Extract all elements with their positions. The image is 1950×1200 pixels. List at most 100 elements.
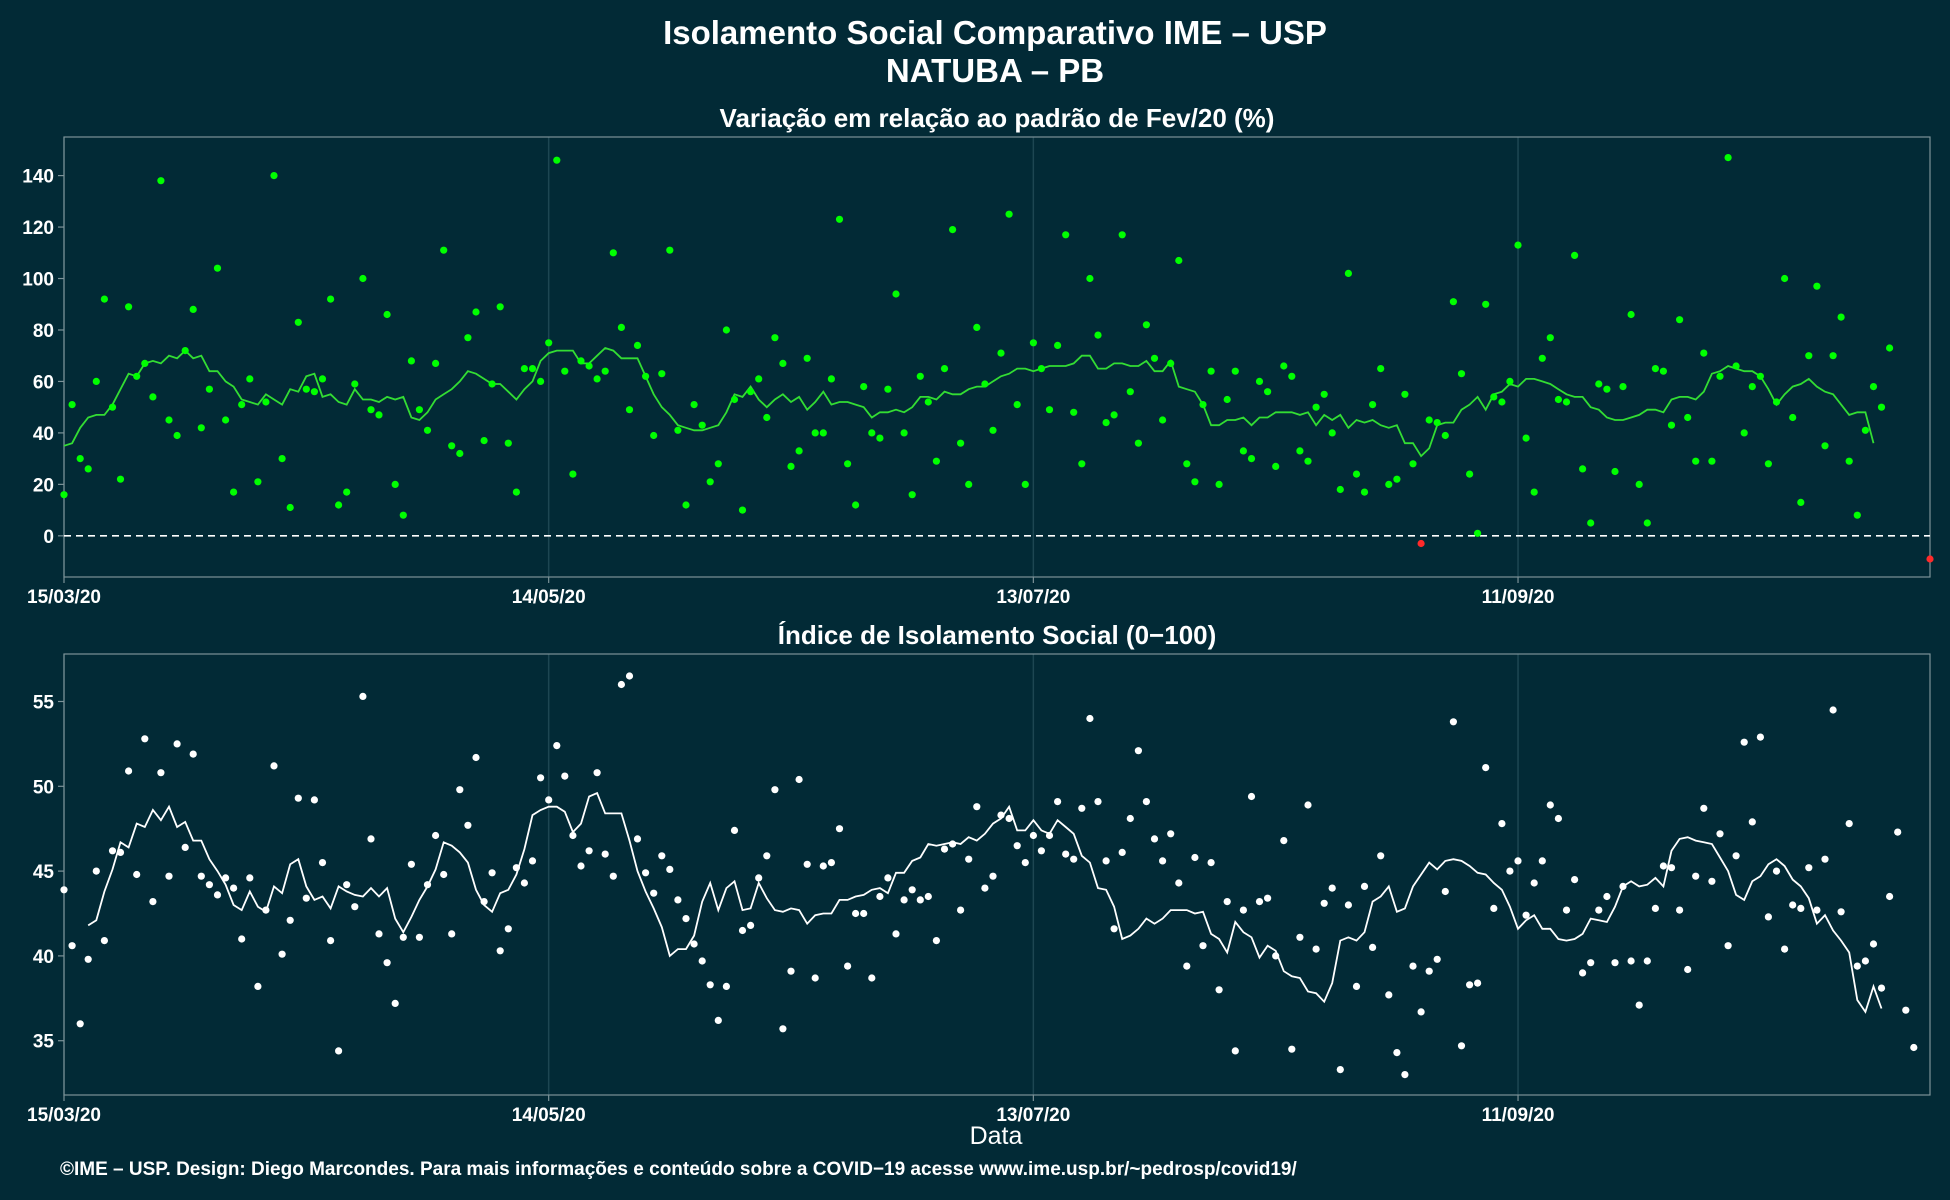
data-point xyxy=(1062,850,1070,858)
data-point xyxy=(1676,316,1684,324)
data-point xyxy=(835,215,844,223)
data-point xyxy=(981,884,989,892)
data-point xyxy=(577,862,585,870)
data-point xyxy=(1304,457,1312,465)
data-point xyxy=(545,796,553,804)
data-point xyxy=(367,835,375,843)
data-point xyxy=(173,740,181,748)
data-point xyxy=(1207,367,1215,375)
data-point xyxy=(940,845,949,853)
data-point xyxy=(1304,801,1312,809)
data-point xyxy=(1223,898,1231,906)
data-point xyxy=(722,326,731,334)
data-point xyxy=(1118,231,1126,239)
data-point xyxy=(1344,269,1352,277)
data-point xyxy=(1021,859,1029,867)
data-point xyxy=(1441,887,1449,896)
x-axis-label: Data xyxy=(970,1122,1023,1150)
data-point xyxy=(1433,419,1441,427)
data-point xyxy=(472,753,480,762)
data-point xyxy=(1732,362,1740,370)
data-point xyxy=(1094,798,1102,806)
data-point xyxy=(1845,820,1853,828)
data-point xyxy=(423,426,432,434)
data-point xyxy=(1861,957,1869,965)
data-point xyxy=(512,864,521,872)
data-point xyxy=(1255,377,1264,385)
data-point xyxy=(884,874,892,882)
moving-average-line xyxy=(87,791,1883,1014)
data-point xyxy=(1708,457,1716,465)
data-point xyxy=(359,692,367,701)
data-point xyxy=(1401,390,1409,398)
data-point xyxy=(1021,480,1029,488)
data-point xyxy=(633,341,642,349)
data-point xyxy=(230,884,238,892)
data-point xyxy=(642,869,650,877)
data-point xyxy=(787,967,795,975)
data-point xyxy=(520,365,529,373)
data-point xyxy=(738,926,747,935)
data-point xyxy=(1457,370,1466,378)
data-point xyxy=(1498,820,1506,828)
data-point xyxy=(666,246,674,254)
data-point xyxy=(456,449,464,458)
data-point xyxy=(1466,470,1474,478)
data-point xyxy=(537,377,545,385)
data-point xyxy=(868,974,876,982)
data-point xyxy=(1797,904,1805,913)
moving-average-line xyxy=(63,346,1875,458)
data-point xyxy=(1902,1006,1910,1014)
variation-panel: Variação em relação ao padrão de Fev/20 … xyxy=(22,103,1934,608)
data-point xyxy=(1853,962,1861,970)
data-point xyxy=(593,375,601,383)
data-point xyxy=(92,867,100,875)
data-point xyxy=(1159,857,1167,865)
chart-subtitle: NATUBA – PB xyxy=(886,52,1104,89)
data-point xyxy=(335,501,343,509)
data-point xyxy=(1813,282,1821,290)
data-point xyxy=(100,295,108,303)
data-point xyxy=(1167,830,1175,838)
data-point xyxy=(68,942,76,950)
data-point xyxy=(1740,738,1748,746)
data-point xyxy=(553,742,561,750)
data-point xyxy=(973,323,981,331)
data-point xyxy=(157,177,165,185)
data-point xyxy=(1724,154,1732,162)
y-tick-label: 20 xyxy=(33,475,54,496)
data-point xyxy=(1659,367,1667,375)
data-point xyxy=(860,909,868,918)
data-point xyxy=(1514,857,1522,865)
data-point xyxy=(1215,480,1223,488)
data-point xyxy=(1385,991,1393,999)
data-point xyxy=(916,372,924,380)
data-point xyxy=(1142,798,1150,806)
data-point xyxy=(391,999,399,1008)
data-point xyxy=(1522,434,1530,442)
data-point xyxy=(755,375,763,383)
data-point xyxy=(84,465,92,473)
data-point xyxy=(1344,901,1352,909)
data-point xyxy=(1667,864,1676,872)
data-point xyxy=(1417,1008,1425,1016)
data-point xyxy=(658,370,666,378)
data-point xyxy=(1797,498,1805,506)
data-point xyxy=(318,859,327,867)
data-point xyxy=(763,413,771,422)
data-point xyxy=(1595,380,1603,388)
data-point xyxy=(844,460,852,468)
data-point xyxy=(472,308,480,316)
data-point xyxy=(537,774,545,782)
data-point xyxy=(1651,904,1659,913)
data-point xyxy=(528,857,537,865)
data-point xyxy=(1772,398,1781,406)
data-point xyxy=(1684,413,1692,422)
data-point xyxy=(1247,455,1256,463)
data-point xyxy=(1070,408,1078,416)
data-point xyxy=(1595,906,1603,914)
data-point xyxy=(375,411,383,419)
data-point xyxy=(932,457,941,465)
data-point xyxy=(1886,892,1894,901)
